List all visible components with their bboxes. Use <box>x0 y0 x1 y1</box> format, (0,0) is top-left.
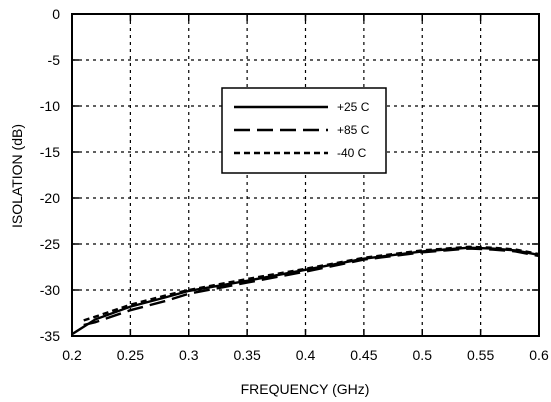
x-tick-label: 0.2 <box>62 347 82 363</box>
x-tick-label: 0.55 <box>467 347 494 363</box>
y-tick-label: -30 <box>40 282 60 298</box>
x-tick-labels: 0.2 0.25 0.3 0.35 0.4 0.45 0.5 0.55 0.6 <box>62 347 549 363</box>
series-line-3 <box>83 245 539 322</box>
x-tick-label: 0.35 <box>234 347 261 363</box>
grid-lines <box>72 14 539 336</box>
y-tick-label: -5 <box>48 52 61 68</box>
x-tick-label: 0.45 <box>350 347 377 363</box>
series-layer <box>72 245 539 336</box>
y-tick-label: -25 <box>40 236 60 252</box>
x-tick-label: 0.3 <box>179 347 199 363</box>
legend: +25 C +85 C -40 C <box>221 87 387 174</box>
x-tick-label: 0.25 <box>117 347 144 363</box>
legend-label-1: +25 C <box>337 100 370 114</box>
x-axis-label: FREQUENCY (GHz) <box>241 381 370 397</box>
y-tick-label: -35 <box>40 328 60 344</box>
y-tick-label: -20 <box>40 190 60 206</box>
legend-label-2: +85 C <box>337 123 370 137</box>
series-line-2 <box>83 247 539 327</box>
axis-ticks <box>71 13 540 337</box>
y-tick-label: 0 <box>52 6 60 22</box>
y-tick-labels: 0 -5 -10 -15 -20 -25 -30 -35 <box>40 6 60 344</box>
x-tick-label: 0.6 <box>529 347 549 363</box>
y-tick-label: -15 <box>40 144 60 160</box>
x-tick-label: 0.4 <box>296 347 316 363</box>
y-tick-label: -10 <box>40 98 60 114</box>
y-axis-label: ISOLATION (dB) <box>9 124 25 228</box>
x-tick-label: 0.5 <box>413 347 433 363</box>
legend-label-3: -40 C <box>337 146 367 160</box>
